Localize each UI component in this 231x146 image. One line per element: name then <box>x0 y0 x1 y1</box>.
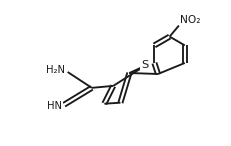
Text: S: S <box>141 60 148 70</box>
Text: NO₂: NO₂ <box>180 14 201 25</box>
Text: H₂N: H₂N <box>46 65 64 75</box>
Text: HN: HN <box>47 101 62 111</box>
